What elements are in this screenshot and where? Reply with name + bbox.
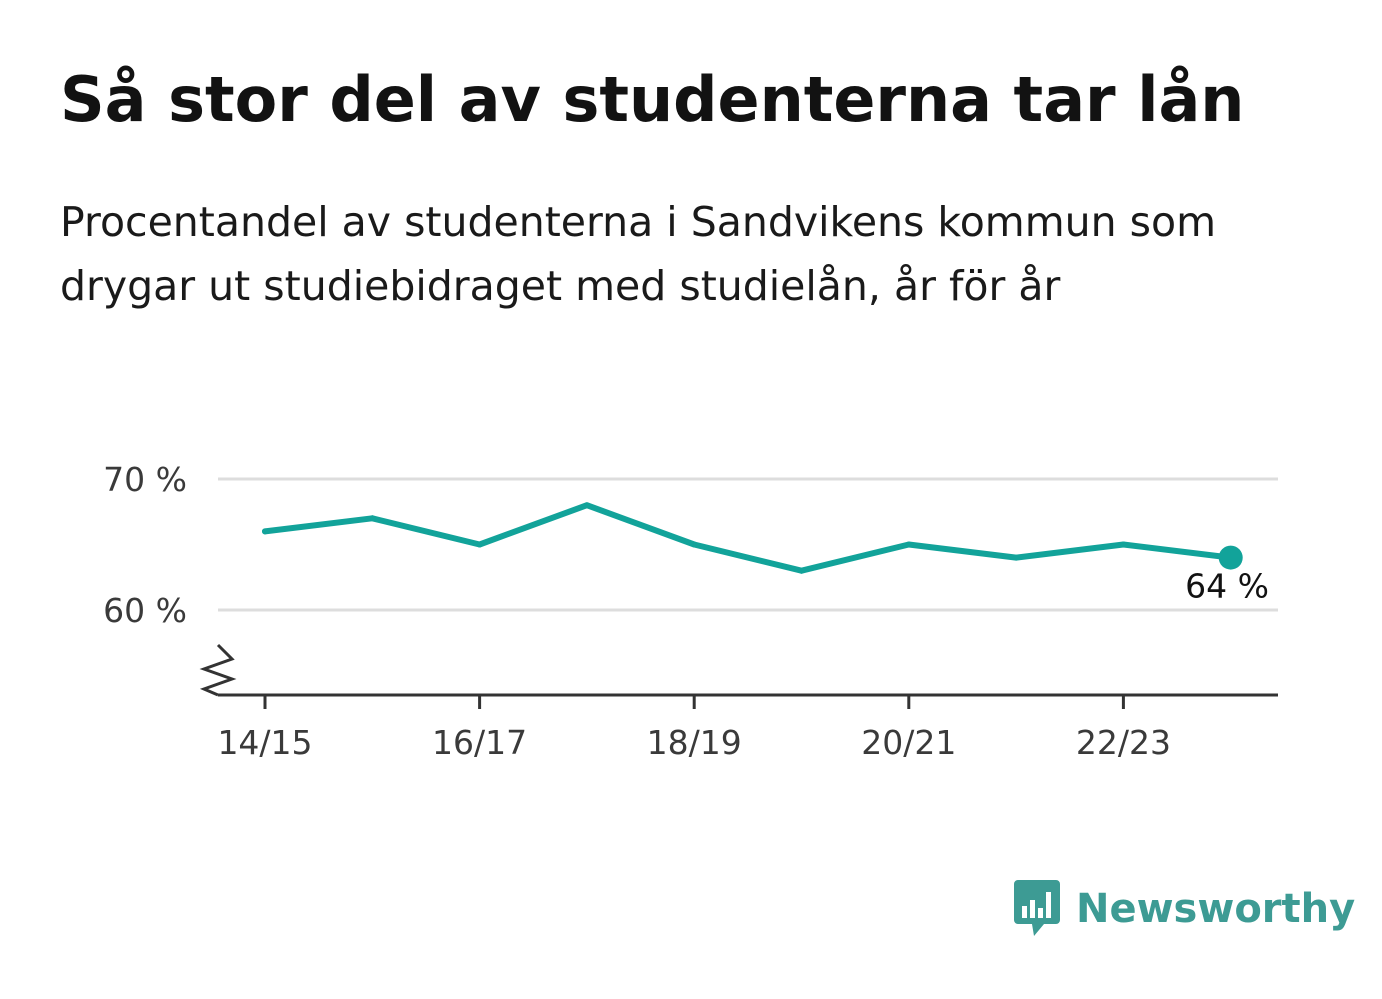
axis-break-marker <box>199 643 237 697</box>
newsworthy-logo-icon <box>1014 880 1060 936</box>
data-point <box>583 502 590 509</box>
y-tick-label: 60 % <box>103 591 187 630</box>
chart-title: Så stor del av studenterna tar lån <box>60 63 1245 136</box>
data-point <box>1013 554 1020 561</box>
chart-subtitle: Procentandel av studenterna i Sandvikens… <box>60 198 1217 310</box>
y-tick-label: 70 % <box>103 460 187 499</box>
brand-name: Newsworthy <box>1076 886 1356 932</box>
gridlines <box>218 477 1278 612</box>
x-axis <box>199 643 1278 697</box>
data-point <box>798 567 805 574</box>
brand-logo: Newsworthy <box>1012 878 1355 940</box>
x-tick-label: 16/17 <box>432 723 527 762</box>
data-point <box>691 541 698 548</box>
x-axis-ticks: 14/15 16/17 18/19 20/21 22/23 <box>217 695 1171 762</box>
x-tick-label: 14/15 <box>217 723 312 762</box>
data-point <box>905 541 912 548</box>
x-tick-label: 20/21 <box>861 723 956 762</box>
end-point-marker <box>1218 545 1243 570</box>
data-point <box>369 515 376 522</box>
data-point <box>1120 541 1127 548</box>
y-axis-ticks: 60 % 70 % <box>103 460 187 630</box>
x-tick-label: 18/19 <box>647 723 742 762</box>
data-point <box>476 541 483 548</box>
series-line <box>262 502 1234 574</box>
data-point <box>262 528 268 535</box>
x-tick-label: 22/23 <box>1076 723 1171 762</box>
end-value-label: 64 % <box>1185 567 1269 606</box>
series: 64 % <box>262 502 1269 606</box>
